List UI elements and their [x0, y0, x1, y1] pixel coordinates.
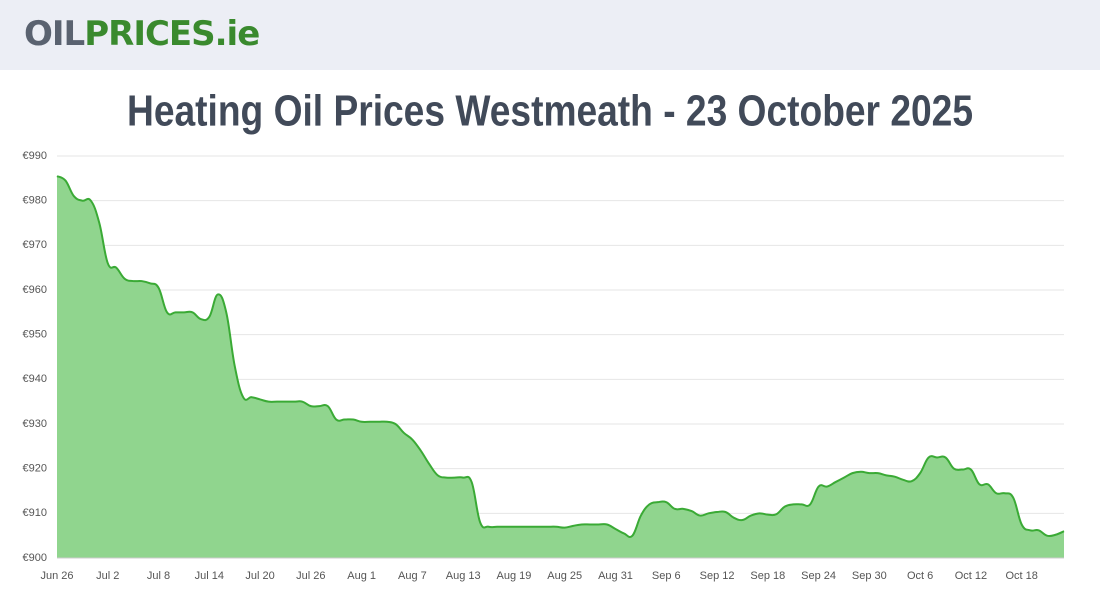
y-tick-label: €950 [23, 329, 47, 341]
x-tick-label: Jul 14 [195, 570, 224, 582]
x-tick-label: Oct 6 [907, 570, 933, 582]
x-tick-label: Jul 26 [296, 570, 325, 582]
line [56, 175, 1065, 539]
x-tick-label: Oct 12 [955, 570, 987, 582]
logo-text: OIL [24, 14, 85, 54]
y-tick-label: €900 [23, 552, 47, 564]
y-tick-label: €970 [23, 239, 47, 251]
x-tick-label: Sep 24 [801, 570, 836, 582]
x-tick-label: Jul 8 [147, 570, 170, 582]
x-tick-label: Sep 30 [852, 570, 887, 582]
x-tick-label: Jun 26 [40, 570, 73, 582]
x-tick-label: Aug 25 [547, 570, 582, 582]
x-tick-label: Aug 31 [598, 570, 633, 582]
y-tick-label: €940 [23, 373, 47, 385]
y-tick-label: €910 [23, 507, 47, 519]
x-tick-label: Aug 7 [398, 570, 427, 582]
x-tick-label: Jul 2 [96, 570, 119, 582]
chart-title: Heating Oil Prices Westmeath - 23 Octobe… [127, 87, 973, 136]
y-tick-label: €980 [23, 195, 47, 207]
x-tick-label: Oct 18 [1005, 570, 1037, 582]
y-tick-label: €990 [23, 150, 47, 162]
x-tick-label: Jul 20 [245, 570, 274, 582]
area [57, 176, 1064, 558]
header: OILPRICES.ie [0, 0, 1100, 70]
logo[interactable]: OILPRICES.ie [24, 14, 260, 54]
y-tick-label: €920 [23, 463, 47, 475]
x-tick-label: Aug 1 [347, 570, 376, 582]
logo-text: PRICES.ie [84, 14, 260, 54]
y-tick-label: €960 [23, 284, 47, 296]
x-tick-label: Sep 18 [750, 570, 785, 582]
y-tick-label: €930 [23, 418, 47, 430]
x-tick-label: Aug 19 [497, 570, 532, 582]
x-tick-label: Sep 12 [700, 570, 735, 582]
x-tick-label: Sep 6 [652, 570, 681, 582]
x-tick-label: Aug 13 [446, 570, 481, 582]
